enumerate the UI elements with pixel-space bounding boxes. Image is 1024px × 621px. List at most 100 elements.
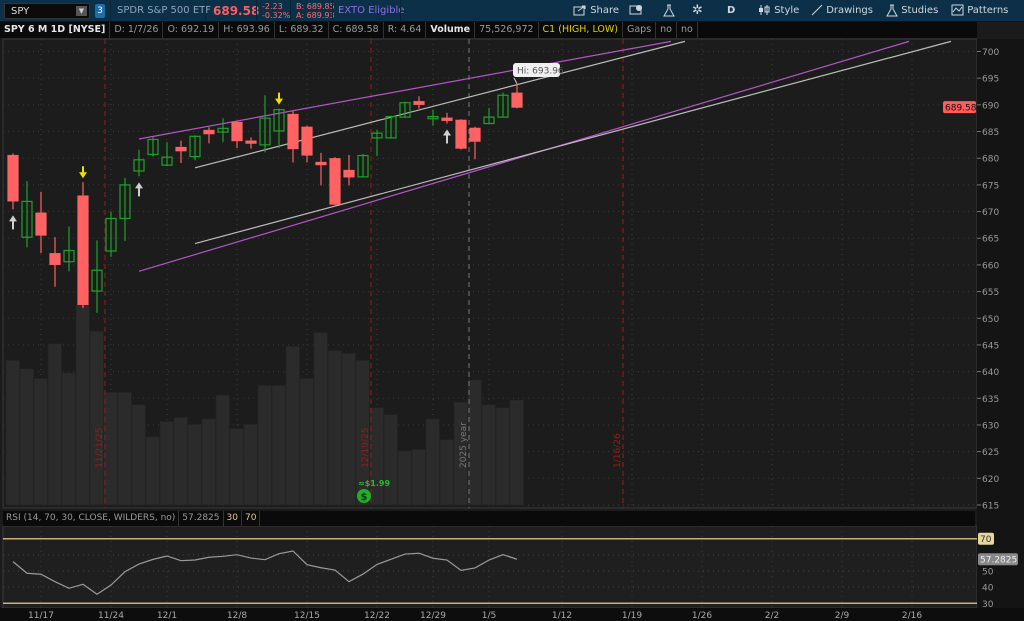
- price-tick-label: 615: [982, 501, 999, 511]
- date-tick-label: 1/26: [692, 611, 712, 621]
- volume-value: 75,526,972: [475, 22, 539, 38]
- rsi-oversold: 30: [224, 511, 242, 526]
- settings-button[interactable]: ✲: [692, 0, 703, 22]
- candle-body: [511, 92, 523, 108]
- share-icon: [573, 5, 586, 16]
- exto-eligible: EXTO Eligible: [338, 5, 405, 16]
- study-c1[interactable]: C1 (HIGH, LOW): [539, 22, 623, 38]
- candle-body: [245, 140, 257, 144]
- change-pct: -0.32%: [262, 11, 291, 20]
- candle-body: [217, 127, 229, 133]
- date-tick-label: 11/17: [28, 611, 54, 621]
- arrow-up-icon: [9, 215, 17, 230]
- volume-bar: [495, 407, 510, 506]
- rsi-panel: [2, 525, 978, 609]
- price-tick-label: 635: [982, 395, 999, 405]
- arrow-up-icon: [135, 182, 143, 197]
- rsi-tick-label: 40: [982, 584, 994, 594]
- volume-label[interactable]: Volume: [426, 22, 476, 38]
- volume-bar: [33, 378, 48, 506]
- symbol-description: SPDR S&P 500 ETF: [117, 5, 212, 16]
- candle-body: [455, 119, 467, 149]
- date-tick-label: 12/15: [294, 611, 320, 621]
- dividend-dollar-icon: $: [361, 492, 368, 503]
- drawings-label: Drawings: [826, 5, 873, 16]
- volume-bar: [131, 404, 146, 506]
- price-tick-label: 665: [982, 235, 999, 245]
- price-axis: [977, 39, 1024, 608]
- studies-label: Studies: [901, 5, 939, 16]
- trendline: [194, 40, 952, 245]
- volume-bar: [159, 421, 174, 506]
- rsi-tick-label: 70: [980, 535, 992, 545]
- event-line-label: 12/19/25: [361, 428, 371, 468]
- rsi-label[interactable]: RSI (14, 70, 30, CLOSE, WILDERS, no): [3, 511, 180, 526]
- style-label: Style: [774, 5, 800, 16]
- volume-bar: [103, 392, 118, 506]
- trendline: [138, 40, 672, 140]
- chevron-down-icon[interactable]: ▼: [76, 6, 87, 16]
- symbol-input[interactable]: SPY ▼: [4, 3, 90, 19]
- gaps-label: Gaps: [623, 22, 657, 38]
- volume-bar: [61, 372, 76, 506]
- candle-body: [189, 135, 201, 158]
- gaps-value-1: no: [656, 22, 677, 38]
- bid-value: B: 689.85: [296, 2, 335, 11]
- volume-bar: [145, 436, 160, 506]
- candle-body: [427, 115, 439, 120]
- volume-bar: [5, 360, 20, 506]
- candle-body: [259, 117, 271, 146]
- candle-body: [329, 158, 341, 205]
- volume-bar: [243, 424, 258, 506]
- link-group-icon[interactable]: 3: [95, 4, 105, 18]
- date-tick-label: 2/9: [835, 611, 850, 621]
- volume-bar: [509, 399, 524, 506]
- date-tick-label: 12/22: [364, 611, 390, 621]
- volume-bar: [327, 350, 342, 506]
- candle-body: [231, 121, 243, 142]
- trendline: [194, 40, 686, 169]
- main-panel: [2, 38, 978, 509]
- rsi-tick-label: 30: [982, 600, 994, 610]
- volume-bar: [439, 439, 454, 506]
- price-tick-label: 645: [982, 341, 999, 351]
- gaps-value-2: no: [677, 22, 698, 38]
- volume-bar: [257, 385, 272, 506]
- hi-callout: [513, 63, 560, 77]
- patterns-button[interactable]: Patterns: [951, 0, 1008, 22]
- price-tick-label: 685: [982, 128, 999, 138]
- volume-bar: [187, 424, 202, 506]
- volume-bar: [341, 353, 356, 506]
- candle-body: [301, 126, 313, 156]
- candle-body: [469, 127, 481, 142]
- ask-value: A: 689.93: [296, 11, 335, 20]
- studies-flask-icon: [886, 4, 898, 16]
- drawings-button[interactable]: Drawings: [811, 0, 873, 22]
- volume-bar: [369, 407, 384, 506]
- volume-bar: [313, 332, 328, 506]
- share-button[interactable]: Share: [573, 0, 619, 22]
- price-tick-label: 670: [982, 208, 999, 218]
- candle-body: [63, 249, 75, 263]
- volume-bar: [173, 417, 188, 506]
- arrow-down-icon: [275, 92, 283, 105]
- screen-alert-button[interactable]: [629, 0, 643, 22]
- studies-button[interactable]: Studies: [886, 0, 938, 22]
- candle-body: [315, 161, 327, 166]
- patterns-icon: [951, 4, 964, 16]
- volume-bar: [481, 404, 496, 506]
- flask-button[interactable]: [663, 0, 675, 22]
- date-tick-label: 12/8: [227, 611, 247, 621]
- candle-body: [91, 269, 103, 292]
- volume-bar: [271, 385, 286, 506]
- style-button[interactable]: Style: [757, 0, 799, 22]
- chart-title[interactable]: SPY 6 M 1D [NYSE]: [0, 22, 111, 38]
- candle-body: [119, 184, 131, 220]
- rsi-tick-label: 50: [982, 568, 994, 578]
- candle-body: [77, 195, 89, 305]
- aggregation-button[interactable]: D: [727, 5, 736, 16]
- event-line-label: 11/21/25: [95, 428, 105, 468]
- candle-body: [273, 109, 285, 132]
- bid-ask: B: 689.85 A: 689.93: [296, 2, 335, 24]
